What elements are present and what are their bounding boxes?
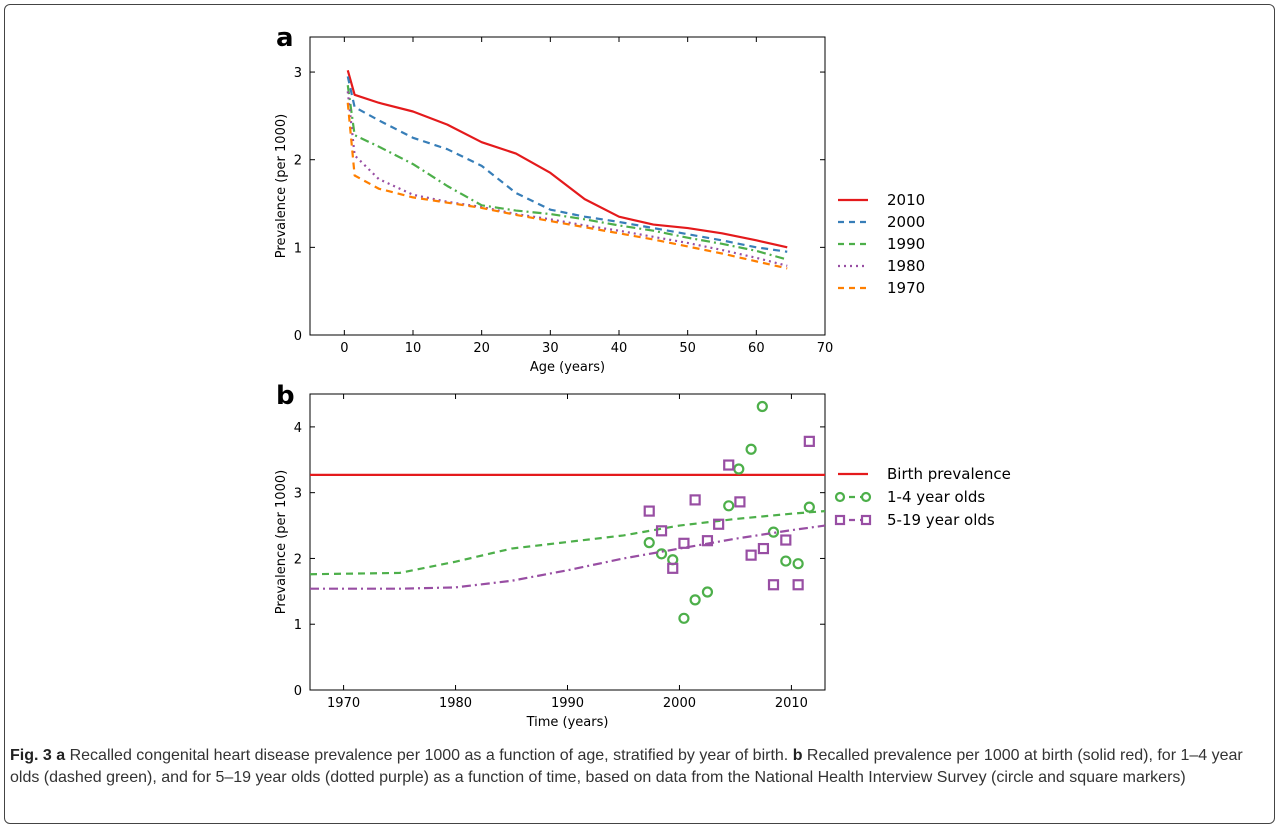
chart-panel-b: 1970 1980 1990 2000 2010 0 1 2 3 4 Time (years) Pre… xyxy=(274,381,1011,730)
legend-label: 5-19 year olds xyxy=(887,511,995,529)
chart-panel-a: 0 10 20 30 40 50 60 70 0 1 2 3 Age (years) Prevalence… xyxy=(274,23,925,375)
data-point-square xyxy=(734,496,746,508)
data-point-square xyxy=(767,579,780,591)
data-point-circle xyxy=(792,558,804,570)
y-tick-label: 3 xyxy=(294,487,302,502)
plot-area xyxy=(310,400,825,624)
caption-a-text: Recalled congenital heart disease preval… xyxy=(65,747,793,764)
data-point-circle xyxy=(733,463,745,475)
data-point-square xyxy=(780,534,792,546)
data-point-circle xyxy=(756,400,768,413)
data-point-square xyxy=(803,435,815,447)
legend-marker xyxy=(834,514,846,526)
data-point-square xyxy=(643,505,655,517)
x-tick-label: 60 xyxy=(748,341,765,356)
x-tick-label: 0 xyxy=(340,341,348,356)
y-tick-label: 1 xyxy=(294,241,302,256)
legend: Birth prevalence 1-4 year olds 5-19 year o… xyxy=(834,465,1011,529)
caption-b-text: Recalled prevalence per 1000 at birth (s… xyxy=(10,747,1243,786)
legend-label: 1-4 year olds xyxy=(887,488,985,506)
legend-label: 1980 xyxy=(887,257,925,275)
y-tick-label: 1 xyxy=(294,618,302,633)
caption-a-label: a xyxy=(56,747,66,764)
series-line-1-4-year-olds xyxy=(310,509,825,576)
x-tick-label: 50 xyxy=(679,341,696,356)
y-tick-label: 2 xyxy=(294,154,302,169)
x-tick-label: 1970 xyxy=(327,696,360,711)
data-point-circle xyxy=(803,501,815,513)
y-axis-label: Prevalence (per 1000) xyxy=(274,114,289,258)
x-tick-label: 20 xyxy=(473,341,490,356)
y-axis-label: Prevalence (per 1000) xyxy=(274,470,289,614)
legend-label: 2010 xyxy=(887,191,925,209)
data-point-square xyxy=(723,459,735,471)
x-tick-label: 40 xyxy=(611,341,628,356)
data-point-circle xyxy=(643,537,655,549)
data-point-circle xyxy=(689,594,701,606)
caption-b-label: b xyxy=(792,747,803,764)
data-point-square xyxy=(689,494,701,506)
x-axis-label: Age (years) xyxy=(530,360,605,375)
legend-marker xyxy=(860,491,872,503)
panel-label: a xyxy=(276,23,294,53)
series-line-2010 xyxy=(346,70,788,249)
legend-label: 1970 xyxy=(887,279,925,297)
legend-label: Birth prevalence xyxy=(887,465,1011,483)
plot-area xyxy=(346,70,788,270)
figure-frame xyxy=(4,4,1275,824)
figure-caption: Fig. 3 a Recalled congenital heart disea… xyxy=(10,745,1265,789)
x-tick-label: 10 xyxy=(405,341,422,356)
axes-frame xyxy=(309,393,826,691)
data-point-square xyxy=(655,525,668,537)
data-point-circle xyxy=(655,548,668,560)
x-axis-label: Time (years) xyxy=(526,715,609,730)
legend: 2010 2000 1990 1980 1970 xyxy=(838,191,925,297)
series-line-1990 xyxy=(346,85,788,261)
data-point-square xyxy=(713,518,725,530)
y-tick-label: 0 xyxy=(294,684,302,699)
x-tick-label: 2000 xyxy=(663,696,696,711)
data-point-circle xyxy=(745,443,757,455)
data-point-square xyxy=(667,562,679,574)
legend-marker xyxy=(834,491,846,503)
x-tick-label: 1990 xyxy=(551,696,584,711)
data-point-circle xyxy=(767,526,780,538)
y-tick-label: 3 xyxy=(294,66,302,81)
panel-label: b xyxy=(276,381,295,411)
data-point-square xyxy=(792,579,804,591)
data-point-square xyxy=(678,537,690,549)
data-point-square xyxy=(745,549,757,561)
x-tick-label: 2010 xyxy=(775,696,808,711)
legend-label: 1990 xyxy=(887,235,925,253)
series-line-1970 xyxy=(346,102,788,270)
series-line-2000 xyxy=(346,76,788,253)
data-point-circle xyxy=(678,612,690,624)
x-tick-label: 30 xyxy=(542,341,559,356)
data-point-circle xyxy=(723,500,735,512)
x-tick-label: 1980 xyxy=(439,696,472,711)
legend-label: 2000 xyxy=(887,213,925,231)
data-point-square xyxy=(757,542,770,555)
legend-marker xyxy=(860,514,872,526)
data-point-circle xyxy=(780,555,792,567)
x-tick-label: 70 xyxy=(817,341,834,356)
caption-fig-label: Fig. 3 xyxy=(10,747,52,764)
series-line-1980 xyxy=(346,91,788,267)
y-tick-label: 2 xyxy=(294,552,302,567)
series-line-5-19-year-olds xyxy=(310,524,825,590)
data-point-square xyxy=(701,535,714,547)
data-point-circle xyxy=(701,586,714,598)
axes-frame xyxy=(309,36,826,336)
y-tick-label: 0 xyxy=(294,329,302,344)
y-tick-label: 4 xyxy=(294,421,302,436)
